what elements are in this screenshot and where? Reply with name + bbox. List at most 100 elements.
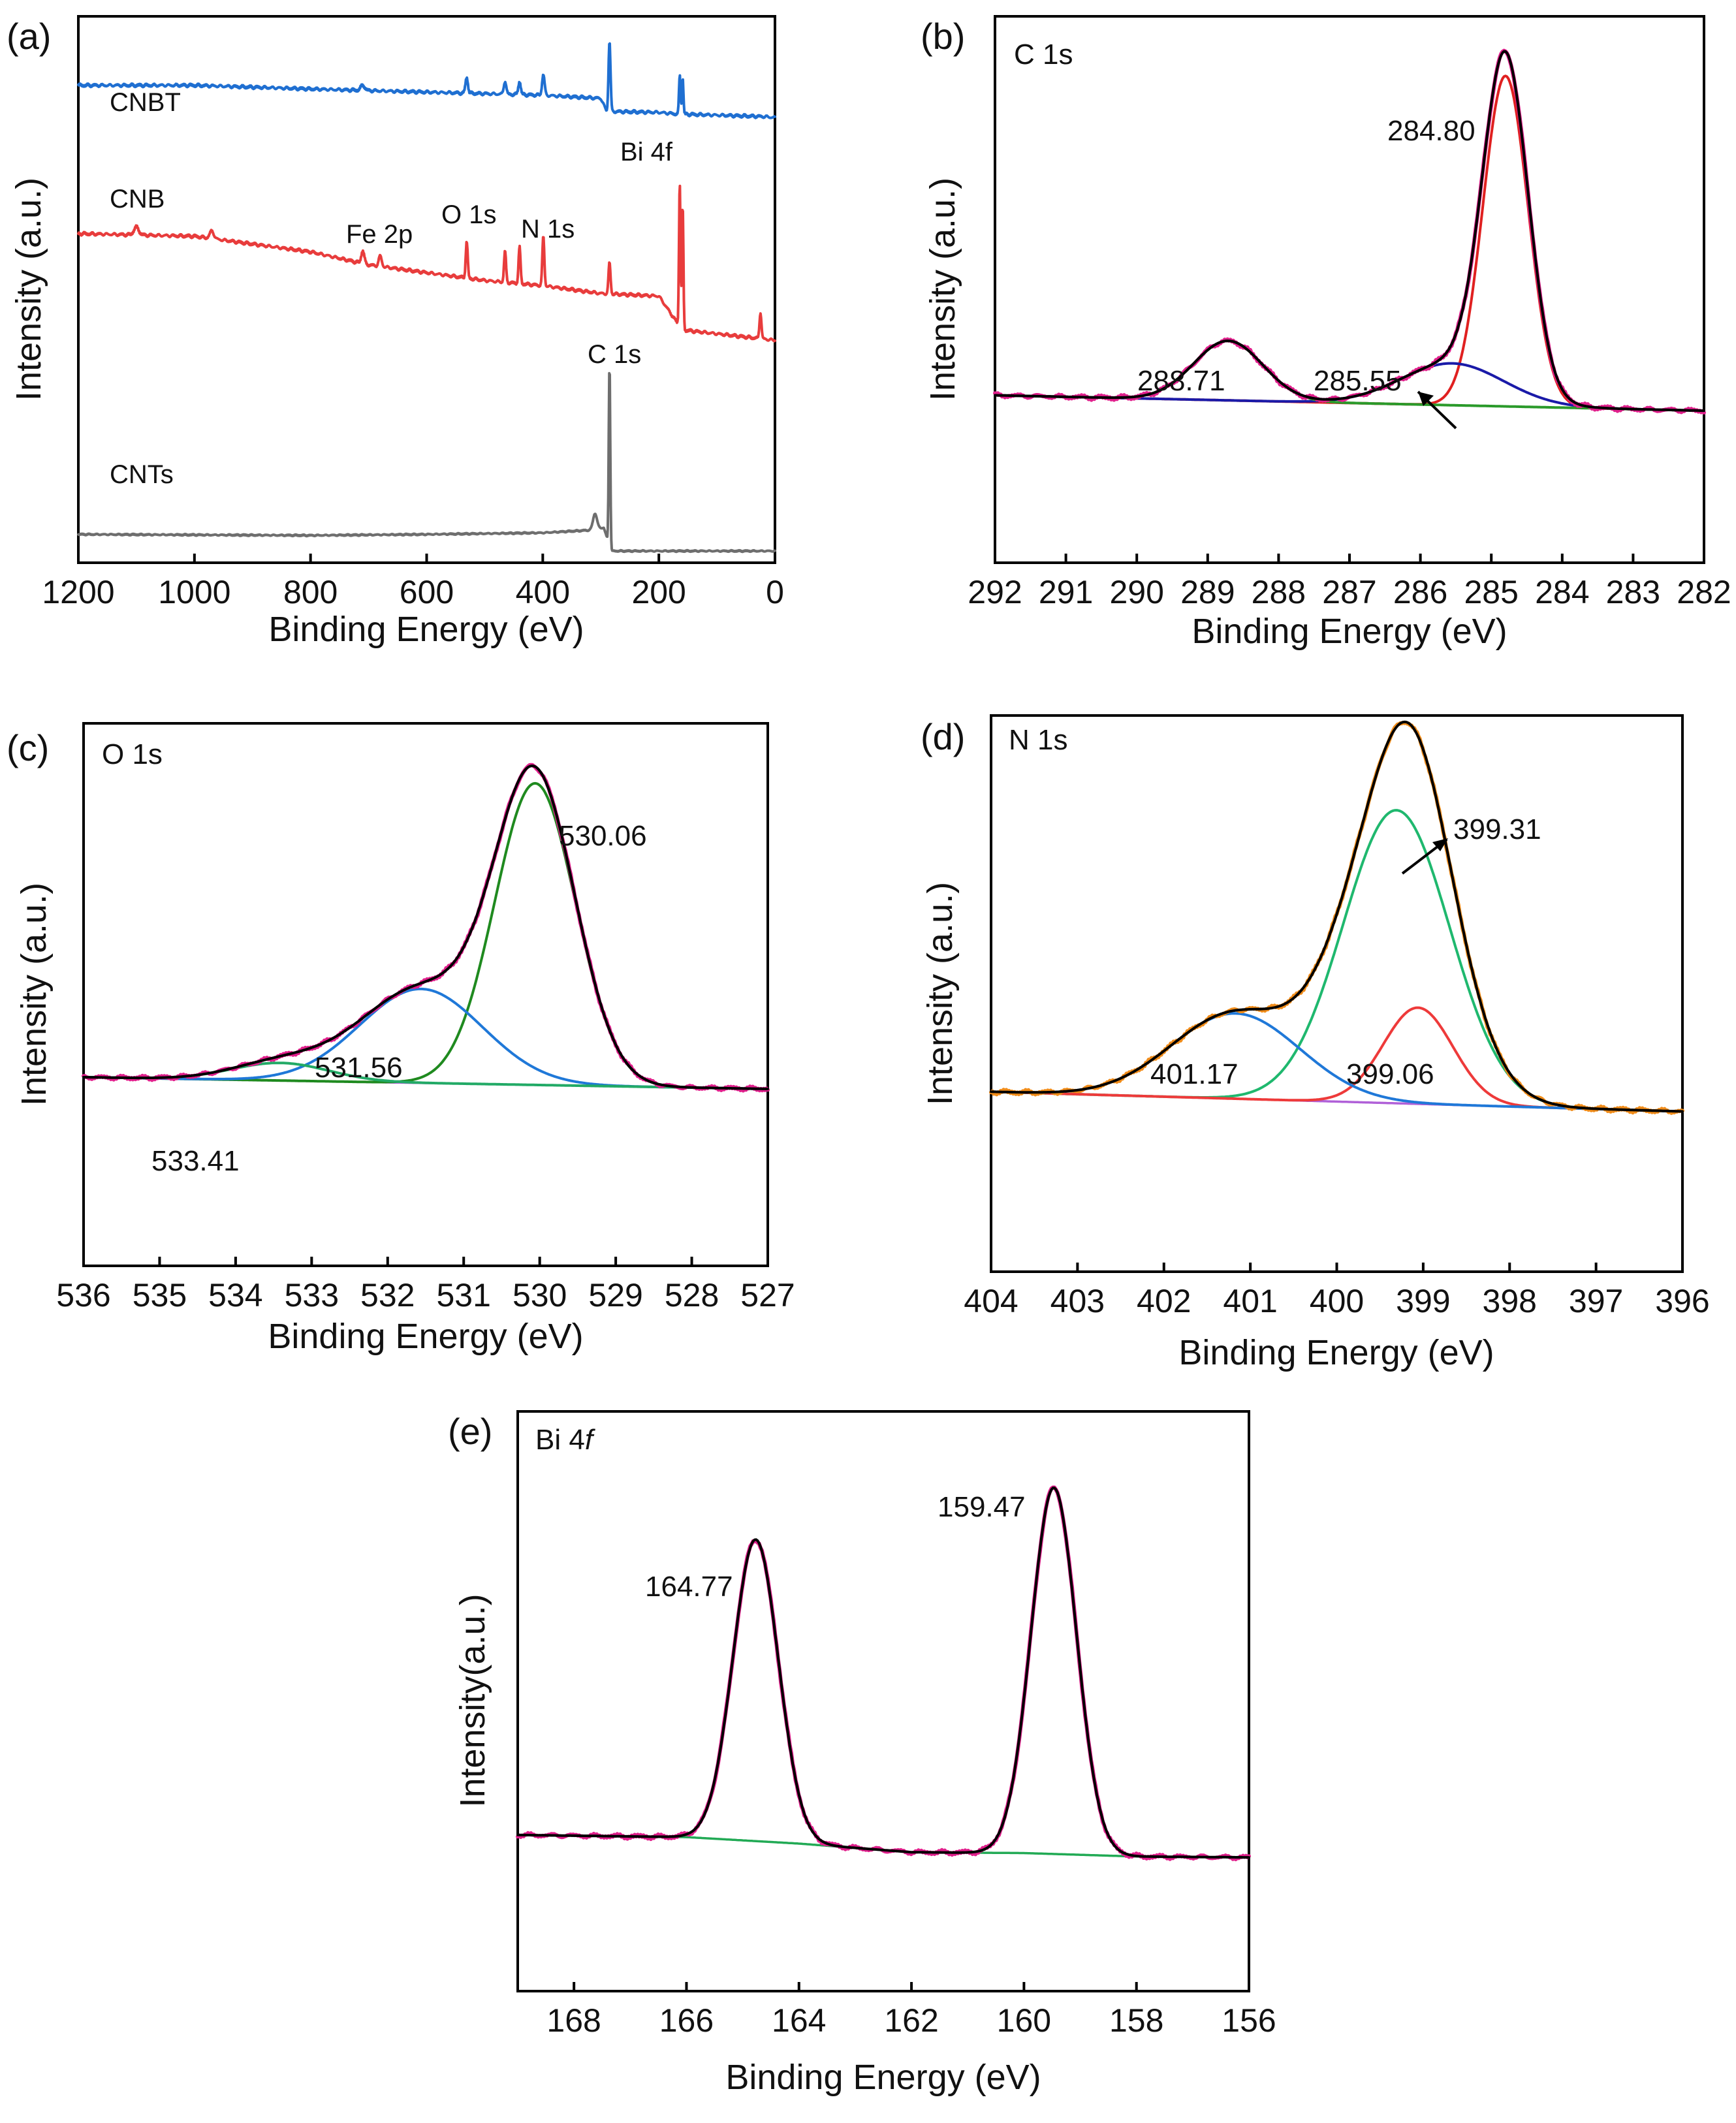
panel-letter-d: (d) (921, 716, 965, 757)
x-axis-label-b: Binding Energy (eV) (1192, 612, 1507, 651)
fit-component-401-17 (990, 1012, 1684, 1113)
x-tick-label: 289 (1180, 574, 1235, 610)
x-tick-label: 1000 (158, 574, 230, 610)
fit-component-530-06 (82, 781, 769, 1090)
x-ticks-a: 1200 1000 800 600 400 200 0 (42, 554, 784, 610)
x-tick-label: 162 (884, 2002, 938, 2039)
fit-component-399-31 (990, 809, 1684, 1113)
peak-label-401-17: 401.17 (1150, 1058, 1239, 1090)
arrow-head-285-55 (1418, 392, 1434, 406)
y-axis-label-d: Intensity (a.u.) (921, 882, 960, 1105)
fit-envelope (990, 720, 1684, 1113)
x-tick-label: 534 (208, 1277, 262, 1313)
plot-frame-d (990, 714, 1684, 1273)
x-tick-label: 282 (1677, 574, 1731, 610)
x-tick-label: 533 (285, 1277, 339, 1313)
x-tick-label: 288 (1252, 574, 1306, 610)
fit-envelope (82, 764, 769, 1090)
x-tick-label: 531 (437, 1277, 491, 1313)
x-tick-label: 396 (1655, 1283, 1709, 1319)
raw-spectrum (516, 1485, 1251, 1861)
x-tick-label: 400 (516, 574, 570, 610)
x-ticks-d: 404 403 402 401 400 399 398 397 396 (964, 1263, 1710, 1319)
panel-a: (a) 1200 1000 800 600 400 200 0 CNBT CNB CNTs … (7, 15, 784, 649)
peak-label-o1s: O 1s (441, 200, 496, 229)
fit-envelope (516, 1486, 1250, 1859)
x-tick-label: 156 (1222, 2002, 1276, 2039)
plot-frame-a (77, 15, 776, 564)
x-tick-label: 800 (283, 574, 338, 610)
x-tick-label: 535 (133, 1277, 187, 1313)
peak-label-530-06: 530.06 (559, 820, 647, 852)
series-label-cnbt: CNBT (110, 88, 181, 117)
x-axis-label-c: Binding Energy (eV) (268, 1317, 583, 1356)
panel-letter-e: (e) (448, 1411, 492, 1452)
y-axis-label-e: Intensity(a.u.) (453, 1594, 492, 1807)
x-tick-label: 158 (1109, 2002, 1163, 2039)
x-tick-label: 530 (513, 1277, 567, 1313)
panel-title-bi4f: Bi 4f (535, 1424, 596, 1456)
panel-c: (c) O 1s 536 535 534 533 532 531 530 529 528 527 … (7, 722, 795, 1356)
x-tick-label: 160 (997, 2002, 1051, 2039)
y-axis-label-c: Intensity (a.u.) (14, 883, 54, 1106)
fit-envelope (994, 50, 1705, 413)
x-axis-label-d: Binding Energy (eV) (1178, 1333, 1494, 1372)
x-ticks-c: 536 535 534 533 532 531 530 529 528 527 (56, 1257, 795, 1313)
peak-label-531-56: 531.56 (315, 1052, 403, 1084)
x-tick-label: 283 (1606, 574, 1660, 610)
peak-label-bi4f: Bi 4f (620, 138, 673, 166)
peak-label-284-80: 284.80 (1387, 115, 1476, 147)
fit-component-399-06 (990, 1006, 1684, 1113)
peak-label-288-71: 288.71 (1137, 365, 1225, 397)
x-tick-label: 397 (1569, 1283, 1623, 1319)
x-tick-label: 164 (772, 2002, 826, 2039)
spectra-d (989, 720, 1684, 1115)
x-tick-label: 529 (588, 1277, 642, 1313)
spectrum-cnb (77, 184, 776, 343)
x-axis-label-a: Binding Energy (eV) (268, 610, 584, 649)
x-tick-label: 536 (56, 1277, 110, 1313)
x-tick-label: 402 (1137, 1283, 1191, 1319)
x-tick-label: 400 (1310, 1283, 1364, 1319)
panel-d: (d) N 1s 404 403 402 401 400 399 398 397 396 399… (921, 714, 1710, 1372)
panel-b: (b) C 1s 292 291 290 289 288 287 286 285 284 283 2… (921, 15, 1731, 651)
x-tick-label: 286 (1393, 574, 1447, 610)
series-label-cnb: CNB (110, 185, 165, 213)
x-axis-label-e: Binding Energy (eV) (725, 2058, 1041, 2097)
peak-label-159-47: 159.47 (938, 1491, 1026, 1523)
x-tick-label: 527 (740, 1277, 795, 1313)
panel-title-c1s: C 1s (1014, 39, 1073, 71)
y-axis-label-b: Intensity (a.u.) (923, 178, 962, 401)
x-tick-label: 532 (360, 1277, 415, 1313)
plot-frame-b (994, 15, 1705, 564)
raw-spectrum (82, 763, 770, 1093)
peak-label-fe2p: Fe 2p (346, 220, 413, 249)
x-tick-label: 168 (546, 2002, 601, 2039)
plot-frame-c (82, 722, 769, 1267)
x-tick-label: 284 (1535, 574, 1589, 610)
peak-label-399-31: 399.31 (1453, 813, 1541, 845)
panel-title-bi4f-italic: f (585, 1424, 596, 1456)
spectra-c (82, 763, 770, 1093)
x-ticks-b: 292 291 290 289 288 287 286 285 284 283 282 (968, 554, 1731, 610)
x-tick-label: 291 (1039, 574, 1093, 610)
panel-title-o1s: O 1s (102, 738, 163, 770)
x-tick-label: 401 (1223, 1283, 1277, 1319)
panel-letter-c: (c) (7, 727, 49, 768)
spectra-e (516, 1485, 1251, 1861)
peak-label-533-41: 533.41 (151, 1145, 240, 1177)
peak-label-c1s: C 1s (588, 340, 641, 369)
x-tick-label: 200 (631, 574, 686, 610)
x-tick-label: 528 (665, 1277, 719, 1313)
x-tick-label: 285 (1464, 574, 1518, 610)
fit-component-284-80 (994, 74, 1705, 413)
peak-label-285-55: 285.55 (1314, 365, 1402, 397)
panel-letter-b: (b) (921, 16, 965, 57)
x-tick-label: 287 (1322, 574, 1376, 610)
x-tick-label: 166 (659, 2002, 714, 2039)
x-tick-label: 1200 (42, 574, 114, 610)
x-tick-label: 600 (400, 574, 454, 610)
spectra-a (77, 42, 776, 554)
x-tick-label: 398 (1483, 1283, 1537, 1319)
series-label-cnts: CNTs (110, 460, 174, 489)
